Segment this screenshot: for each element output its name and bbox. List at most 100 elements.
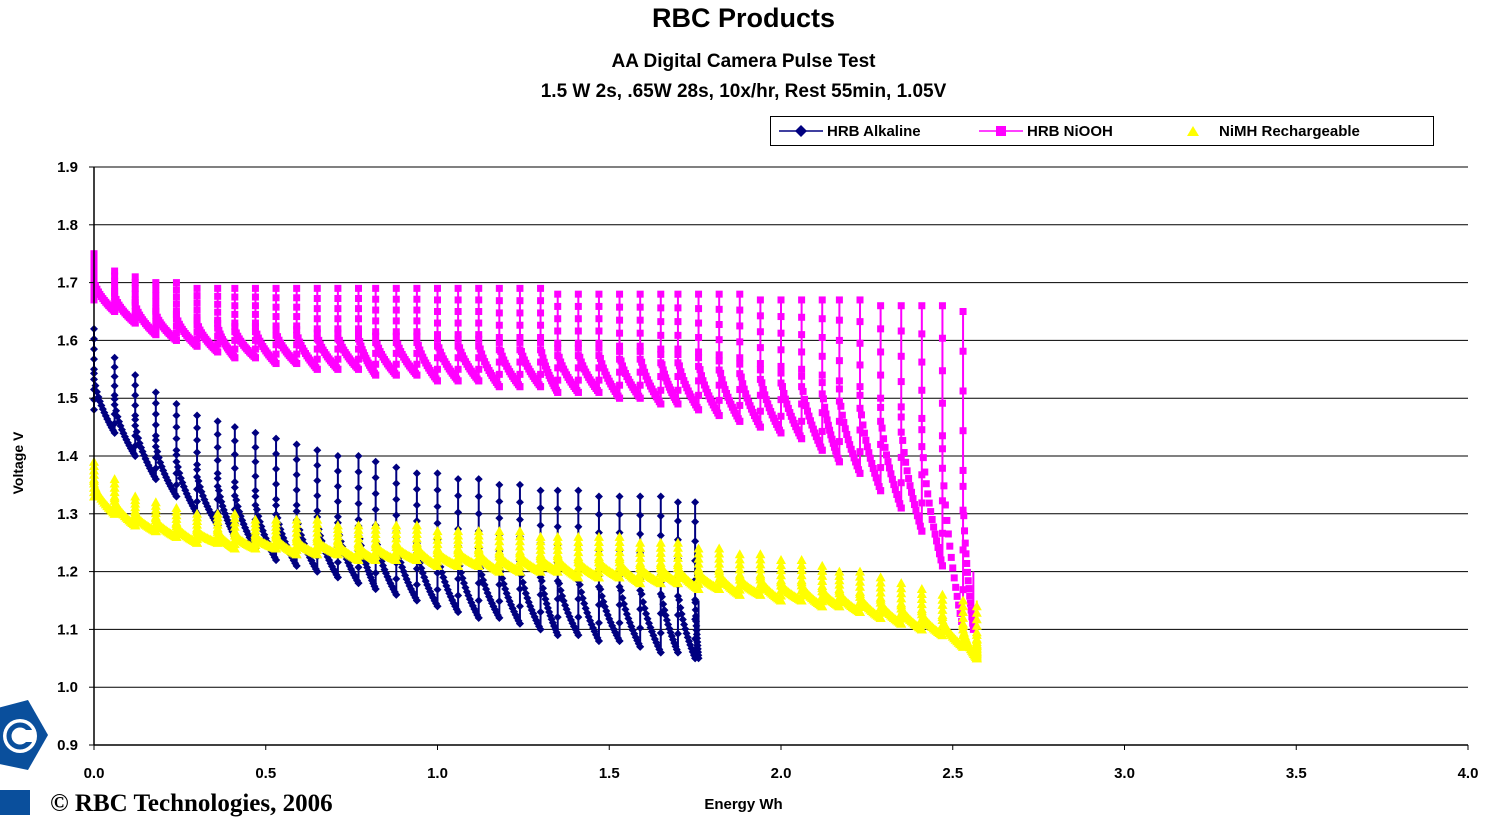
data-point <box>213 443 222 452</box>
data-point <box>922 480 930 488</box>
data-point <box>827 431 835 439</box>
data-point <box>454 508 463 517</box>
data-point <box>811 429 819 437</box>
data-point <box>958 618 969 628</box>
data-point <box>334 305 342 313</box>
data-point <box>353 520 364 530</box>
data-point <box>593 567 604 577</box>
data-point <box>131 401 140 410</box>
data-point <box>672 542 683 552</box>
data-point <box>796 590 807 600</box>
data-point <box>413 284 421 292</box>
data-point <box>755 549 766 559</box>
data-point <box>916 614 927 624</box>
data-point <box>495 370 503 378</box>
data-point <box>897 428 905 436</box>
data-point <box>151 436 160 445</box>
data-point <box>616 347 624 355</box>
data-point <box>515 602 524 611</box>
data-point <box>494 526 505 536</box>
data-point <box>230 423 239 432</box>
data-point <box>475 331 483 339</box>
data-point <box>808 421 816 429</box>
data-point <box>413 328 421 336</box>
data-point <box>454 335 462 343</box>
data-point <box>474 509 483 518</box>
data-point <box>918 358 926 366</box>
data-point <box>193 313 201 321</box>
data-point <box>313 355 321 363</box>
data-point <box>798 331 806 339</box>
data-point <box>699 377 707 385</box>
data-point <box>715 321 723 329</box>
data-point <box>193 306 201 314</box>
x-tick-label: 2.0 <box>771 765 792 782</box>
data-point <box>595 315 603 323</box>
data-point <box>495 338 503 346</box>
data-point <box>454 608 463 617</box>
data-point <box>151 388 160 397</box>
data-point <box>433 485 442 494</box>
data-point <box>230 464 239 473</box>
data-point <box>193 292 201 300</box>
data-point <box>896 578 907 588</box>
data-point <box>554 364 562 372</box>
data-point <box>740 385 748 393</box>
data-point <box>897 302 905 310</box>
data-point <box>803 407 811 415</box>
data-point <box>871 469 879 477</box>
data-point <box>354 325 362 333</box>
data-point <box>657 304 665 312</box>
data-point <box>172 411 181 420</box>
data-point <box>786 409 794 417</box>
data-point <box>693 573 704 583</box>
data-point <box>574 290 582 298</box>
data-point <box>899 436 907 444</box>
data-point <box>554 388 562 396</box>
data-point <box>251 443 260 452</box>
data-point <box>593 572 604 582</box>
data-point <box>869 464 877 472</box>
data-point <box>961 527 969 535</box>
data-point <box>433 519 442 528</box>
data-point <box>614 557 625 567</box>
y-tick-label: 0.9 <box>57 737 78 754</box>
data-point <box>897 403 905 411</box>
y-tick-label: 1.9 <box>57 159 78 176</box>
data-point <box>514 561 525 571</box>
data-point <box>372 349 380 357</box>
data-point <box>673 498 682 507</box>
data-point <box>131 431 140 440</box>
data-point <box>756 366 764 374</box>
data-point <box>615 582 624 591</box>
data-point <box>371 457 380 466</box>
data-point <box>938 445 946 453</box>
y-axis-label: Voltage V <box>10 431 26 495</box>
data-point <box>636 347 644 355</box>
data-point <box>474 492 483 501</box>
data-point <box>495 297 503 305</box>
data-point <box>756 328 764 336</box>
data-point <box>695 362 703 370</box>
data-point <box>934 543 942 551</box>
data-point <box>695 334 703 342</box>
data-point <box>554 290 562 298</box>
data-point <box>884 458 892 466</box>
data-point <box>776 585 786 595</box>
data-point <box>693 578 704 588</box>
data-point <box>334 365 342 373</box>
data-point <box>594 618 603 627</box>
data-point <box>777 362 785 370</box>
data-point <box>642 372 650 380</box>
data-point <box>776 570 786 580</box>
data-point <box>937 625 948 635</box>
x-axis-label: Energy Wh <box>704 796 783 813</box>
data-point <box>354 483 363 492</box>
data-point <box>755 554 766 564</box>
x-tick-label: 3.5 <box>1286 765 1307 782</box>
data-point <box>412 580 421 589</box>
data-point <box>893 490 901 498</box>
data-point <box>796 575 807 585</box>
data-point <box>514 566 525 576</box>
data-point <box>877 464 885 472</box>
